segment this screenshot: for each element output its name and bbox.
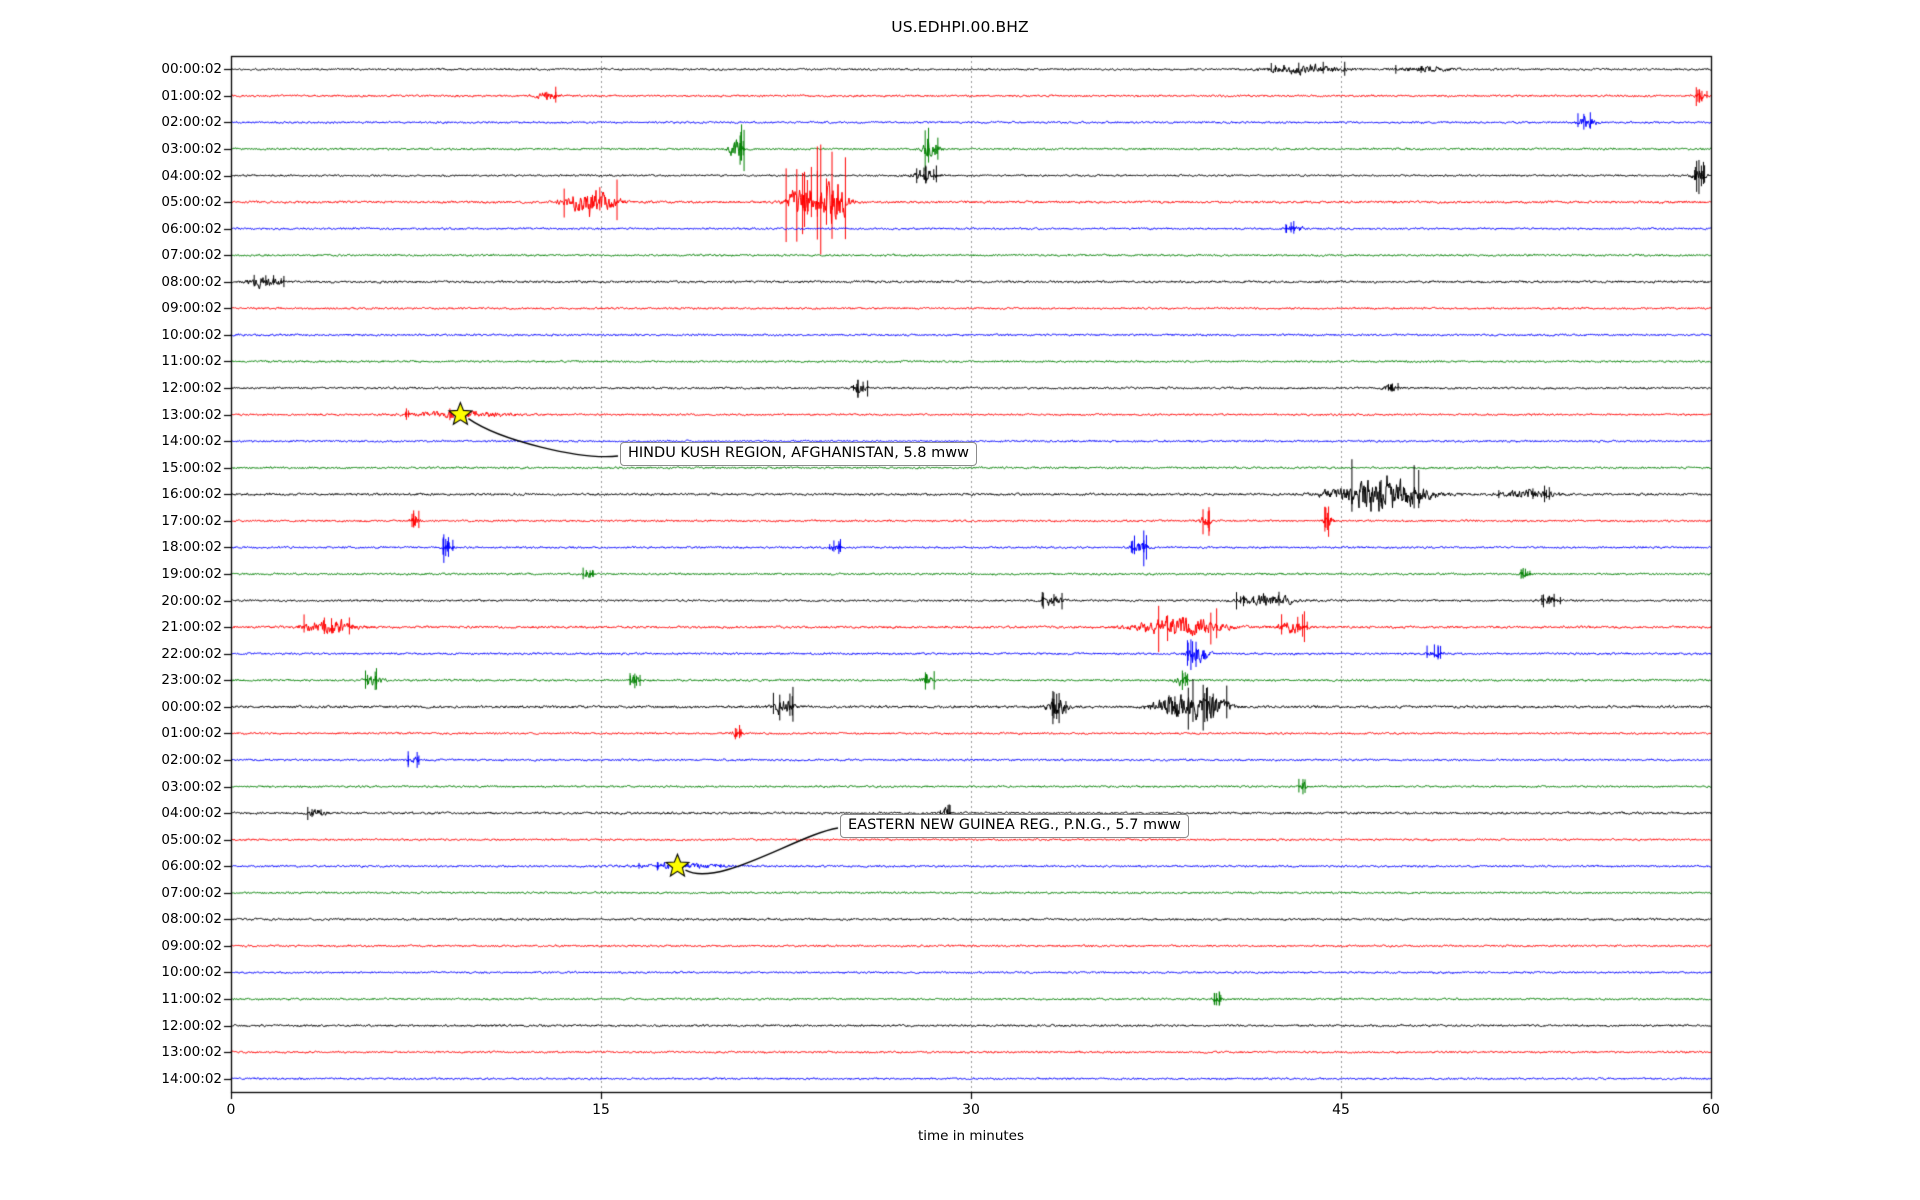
y-axis-tick-label: 03:00:02 bbox=[161, 140, 222, 157]
y-axis-tick-label: 08:00:02 bbox=[161, 911, 222, 928]
y-axis-tick-label: 16:00:02 bbox=[161, 486, 222, 503]
y-axis-tick-label: 06:00:02 bbox=[161, 858, 222, 875]
y-axis-tick-label: 18:00:02 bbox=[161, 539, 222, 556]
x-axis-tick-label: 60 bbox=[1702, 1102, 1720, 1118]
y-axis-tick-label: 01:00:02 bbox=[161, 725, 222, 742]
y-axis-tick-label: 20:00:02 bbox=[161, 592, 222, 609]
y-axis-tick-label: 00:00:02 bbox=[161, 61, 222, 78]
event-annotation-label: EASTERN NEW GUINEA REG., P.N.G., 5.7 mww bbox=[840, 814, 1189, 839]
x-axis-tick-label: 15 bbox=[592, 1102, 610, 1118]
y-axis-tick-label: 09:00:02 bbox=[161, 300, 222, 317]
y-axis-tick-label: 00:00:02 bbox=[161, 698, 222, 715]
y-axis-tick-label: 02:00:02 bbox=[161, 751, 222, 768]
page-title: US.EDHPI.00.BHZ bbox=[891, 18, 1029, 36]
y-axis-tick-label: 09:00:02 bbox=[161, 937, 222, 954]
y-axis-tick-label: 04:00:02 bbox=[161, 805, 222, 822]
y-axis-tick-label: 06:00:02 bbox=[161, 220, 222, 237]
y-axis-tick-label: 11:00:02 bbox=[161, 991, 222, 1008]
y-axis-tick-label: 14:00:02 bbox=[161, 1070, 222, 1087]
y-axis-tick-label: 05:00:02 bbox=[161, 831, 222, 848]
y-axis-tick-label: 07:00:02 bbox=[161, 884, 222, 901]
y-axis-tick-label: 17:00:02 bbox=[161, 512, 222, 529]
y-axis-tick-label: 03:00:02 bbox=[161, 778, 222, 795]
y-axis-tick-label: 12:00:02 bbox=[161, 380, 222, 397]
y-axis-tick-label: 21:00:02 bbox=[161, 619, 222, 636]
x-axis-tick-label: 30 bbox=[962, 1102, 980, 1118]
y-axis-tick-label: 13:00:02 bbox=[161, 406, 222, 423]
y-axis-tick-label: 14:00:02 bbox=[161, 433, 222, 450]
y-axis-tick-label: 19:00:02 bbox=[161, 566, 222, 582]
y-axis-tick-label: 15:00:02 bbox=[161, 459, 222, 476]
y-axis-tick-label: 07:00:02 bbox=[161, 247, 222, 264]
y-axis-tick-label: 23:00:02 bbox=[161, 672, 222, 689]
y-axis-tick-label: 10:00:02 bbox=[161, 964, 222, 981]
y-axis-tick-label: 22:00:02 bbox=[161, 645, 222, 662]
y-axis-tick-label: 01:00:02 bbox=[161, 87, 222, 104]
x-axis-title: time in minutes bbox=[917, 1128, 1025, 1144]
y-axis-tick-label: 08:00:02 bbox=[161, 273, 222, 290]
y-axis-tick-label: 11:00:02 bbox=[161, 353, 222, 370]
y-axis-tick-label: 04:00:02 bbox=[161, 167, 222, 184]
y-axis-tick-label: 05:00:02 bbox=[161, 194, 222, 211]
event-annotation-label: HINDU KUSH REGION, AFGHANISTAN, 5.8 mww bbox=[620, 442, 977, 467]
x-axis-tick-label: 0 bbox=[226, 1102, 236, 1118]
y-axis-tick-label: 10:00:02 bbox=[161, 326, 222, 343]
y-axis-tick-label: 13:00:02 bbox=[161, 1044, 222, 1061]
y-axis-tick-label: 02:00:02 bbox=[161, 114, 222, 131]
y-axis-tick-label: 12:00:02 bbox=[161, 1017, 222, 1034]
x-axis-tick-label: 45 bbox=[1332, 1102, 1350, 1118]
